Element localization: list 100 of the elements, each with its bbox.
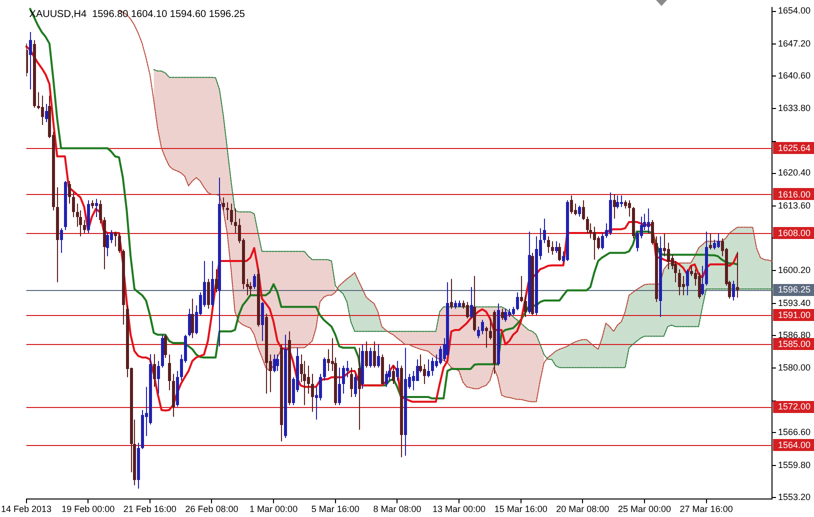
candlestick — [350, 367, 353, 398]
y-tick-label: 1586.80 — [778, 330, 811, 340]
candlestick — [558, 242, 561, 262]
candlestick — [481, 319, 484, 335]
candlestick — [551, 240, 554, 256]
candlestick — [72, 192, 75, 218]
candlestick — [504, 308, 507, 322]
candlestick — [157, 360, 160, 394]
candlestick — [616, 194, 619, 209]
candlestick — [620, 194, 623, 208]
candlestick — [713, 239, 716, 250]
x-tick-label: 5 Mar 16:00 — [311, 504, 360, 514]
candlestick — [110, 230, 113, 244]
y-tick-label: 1620.40 — [778, 168, 811, 178]
candlestick — [485, 326, 488, 348]
candlestick — [450, 278, 453, 310]
candlestick — [597, 236, 600, 250]
candlestick — [682, 275, 685, 296]
y-tick-label: 1647.20 — [778, 38, 811, 49]
y-tick-label: 1613.60 — [778, 200, 811, 211]
ref-line-label: 1585.00 — [778, 338, 811, 349]
candlestick — [555, 240, 558, 254]
ref-line-label: 1608.00 — [778, 228, 811, 238]
candlestick — [736, 251, 739, 298]
y-tick-label: 1580.00 — [778, 362, 811, 373]
candlestick — [427, 358, 430, 378]
candlestick — [373, 341, 376, 368]
candlestick — [628, 200, 631, 218]
candlestick — [396, 360, 399, 382]
candlestick — [701, 265, 704, 296]
y-tick-label: 1633.80 — [778, 103, 811, 114]
candlestick — [60, 228, 63, 254]
candlestick — [114, 231, 117, 248]
candlestick — [83, 220, 86, 234]
candlestick — [307, 365, 310, 394]
x-tick-label: 19 Feb 00:00 — [62, 504, 115, 514]
ref-line-label: 1564.00 — [778, 440, 811, 450]
line-series — [153, 69, 772, 368]
candlestick — [698, 272, 701, 300]
candlestick — [168, 354, 171, 391]
candlestick — [709, 233, 712, 250]
candlestick — [419, 354, 422, 373]
candlestick — [311, 373, 314, 412]
ref-line-label: 1616.00 — [778, 189, 811, 200]
y-tick-label: 1654.00 — [778, 6, 811, 16]
candlestick — [215, 268, 218, 293]
candlestick — [651, 220, 654, 246]
x-tick-label: 1 Mar 00:00 — [250, 504, 298, 514]
x-tick-label: 25 Mar 00:00 — [618, 504, 672, 514]
candlestick — [164, 334, 167, 358]
candlestick — [41, 95, 44, 126]
candlestick — [45, 103, 48, 123]
candlestick — [423, 364, 426, 384]
y-tick-label: 1600.20 — [778, 265, 811, 276]
candlestick — [570, 194, 573, 214]
candlestick — [578, 205, 581, 218]
x-tick-label: 13 Mar 00:00 — [432, 504, 486, 514]
candlestick — [95, 198, 98, 218]
x-tick-label: 14 Feb 2013 — [0, 504, 52, 514]
candlestick — [667, 242, 670, 270]
ref-line-label: 1572.00 — [778, 402, 811, 412]
candlestick — [191, 298, 194, 339]
candlestick — [377, 344, 380, 368]
candlestick — [253, 274, 256, 290]
y-tick-label: 1553.20 — [778, 492, 811, 502]
candlestick — [516, 292, 519, 311]
candlestick — [520, 275, 523, 302]
candlestick — [613, 193, 616, 220]
candlestick — [327, 348, 330, 372]
candlestick — [601, 232, 604, 250]
candlestick — [226, 202, 229, 221]
y-tick-label: 1559.80 — [778, 460, 811, 470]
candlestick — [647, 208, 650, 234]
x-tick-label: 27 Mar 16:00 — [680, 504, 733, 514]
candlestick — [358, 347, 361, 430]
candlestick — [338, 367, 341, 406]
candlestick — [543, 218, 546, 244]
ref-line-label: 1596.25 — [778, 284, 811, 295]
candlestick — [106, 232, 109, 257]
candlestick — [118, 232, 121, 254]
candlestick — [369, 347, 372, 368]
candlestick — [412, 370, 415, 391]
y-tick-label: 1593.40 — [778, 298, 811, 308]
candlestick — [593, 226, 596, 260]
candlestick — [582, 200, 585, 221]
candlestick — [547, 236, 550, 254]
x-tick-label: 15 Mar 16:00 — [494, 504, 548, 514]
candlestick — [690, 265, 693, 276]
candlestick — [686, 268, 689, 296]
candlestick — [323, 356, 326, 382]
candlestick — [732, 280, 735, 302]
candlestick — [717, 233, 720, 248]
y-tick-label: 1640.60 — [778, 70, 811, 80]
candlestick — [276, 354, 279, 372]
x-tick-label: 21 Feb 16:00 — [123, 504, 176, 514]
candlestick — [153, 354, 156, 388]
candlestick — [319, 373, 322, 401]
candlestick — [466, 302, 469, 319]
candlestick — [273, 354, 276, 373]
x-tick-label: 8 Mar 08:00 — [373, 504, 422, 514]
